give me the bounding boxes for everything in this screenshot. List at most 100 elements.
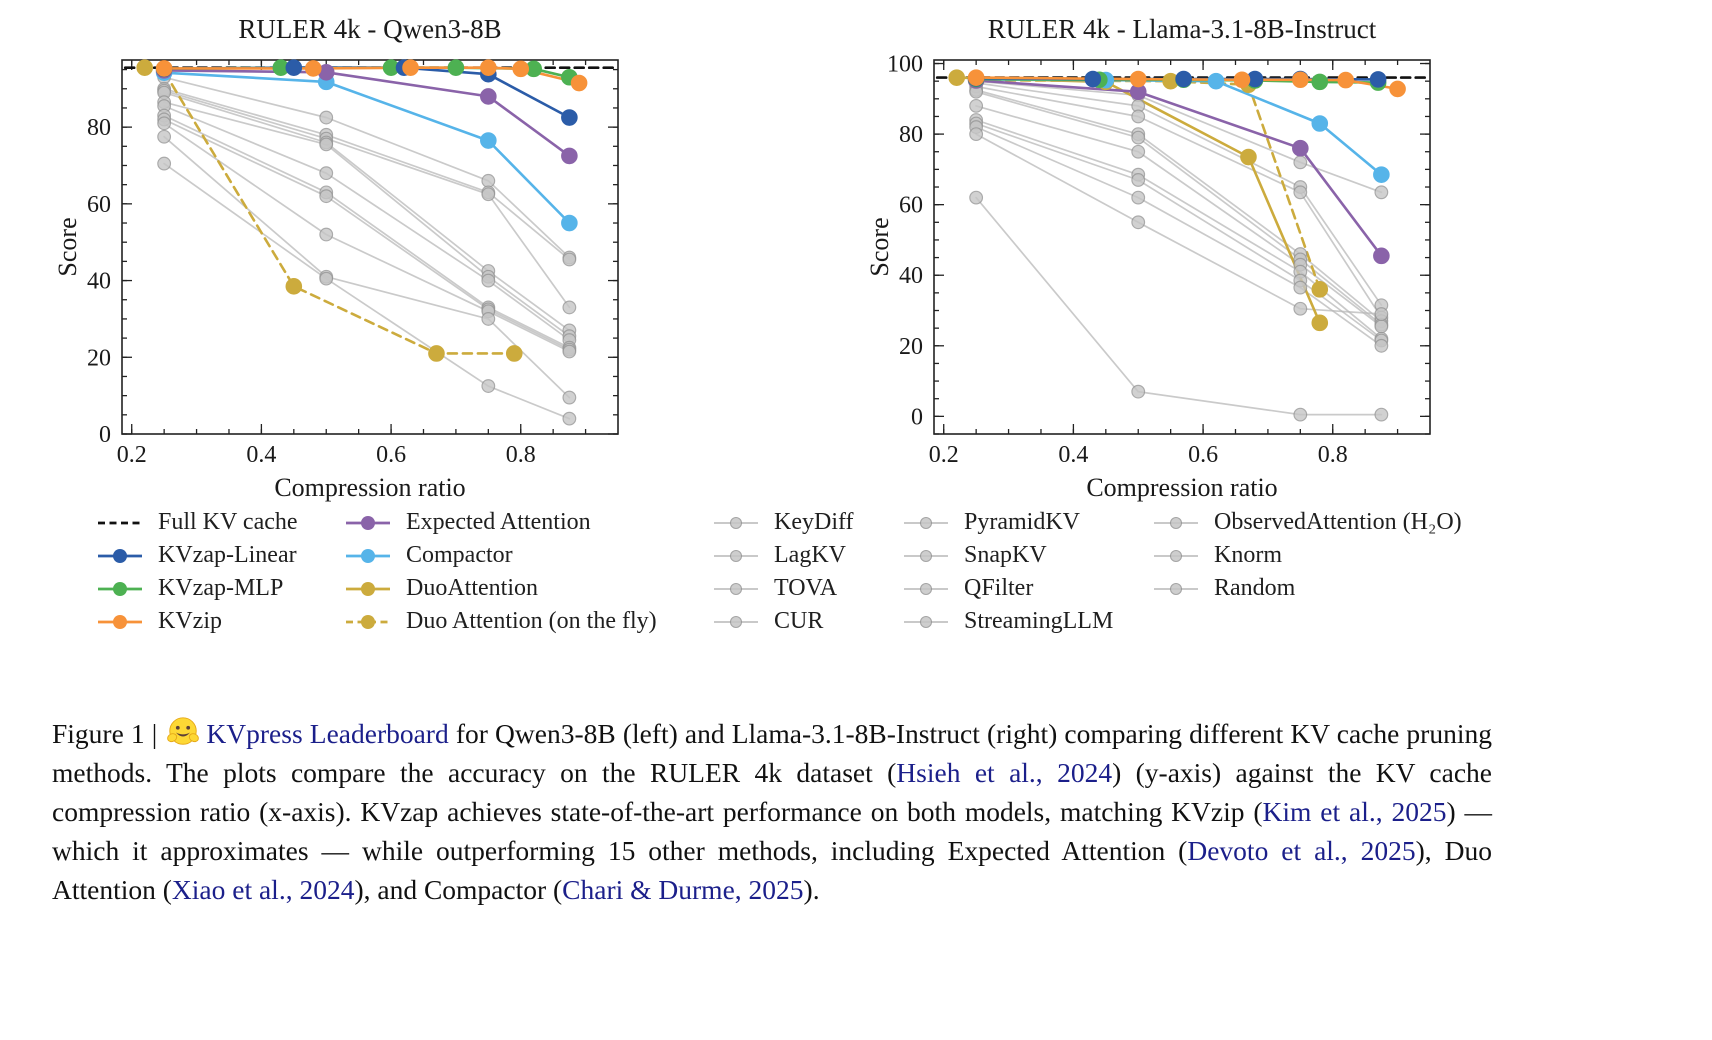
legend-marker-icon [1154,582,1198,595]
svg-text:0: 0 [911,404,923,430]
svg-text:Score: Score [870,217,894,276]
legend-label: Duo Attention (on the fly) [406,608,657,634]
svg-text:60: 60 [87,192,111,218]
legend-marker-icon [1154,549,1198,562]
legend-label: Random [1214,575,1296,601]
legend-item: TOVA [712,572,837,605]
svg-text:0.6: 0.6 [1188,442,1218,468]
hugging-face-emoji [167,716,200,745]
svg-text:0.6: 0.6 [376,442,406,468]
legend-marker-icon [1154,516,1198,529]
svg-text:RULER 4k - Llama-3.1-8B-Instru: RULER 4k - Llama-3.1-8B-Instruct [988,14,1377,44]
legend-marker-icon [904,615,948,628]
svg-text:RULER 4k - Qwen3-8B: RULER 4k - Qwen3-8B [238,14,501,44]
legend-item: ObservedAttention (H₂O) [1152,506,1462,539]
legend-marker-icon [904,582,948,595]
figure-caption: Figure 1 | KVpress Leaderboard for Qwen3… [52,714,1492,909]
legend-marker-icon [346,581,390,596]
caption-text: for Qwen3-8B (left) and Llama-3.1-8B-Ins… [52,717,1492,788]
legend-item: CUR [712,605,823,638]
legend-item: SnapKV [902,539,1047,572]
legend-marker-icon [714,582,758,595]
svg-text:0.2: 0.2 [117,442,147,468]
svg-text:Score: Score [58,217,82,276]
legend-item: Duo Attention (on the fly) [344,605,657,638]
caption-text: ), and Compactor ( [354,873,563,905]
svg-text:0.4: 0.4 [1058,442,1088,468]
citation-link[interactable]: Kim et al., 2025 [1262,795,1447,827]
legend-marker-icon [346,515,390,530]
legend-label: DuoAttention [406,575,538,601]
legend-item: DuoAttention [344,572,538,605]
legend-marker-icon [98,614,142,629]
legend-item: KeyDiff [712,506,854,539]
legend-label: TOVA [774,575,838,601]
legend-marker-icon [904,549,948,562]
caption-text: ) — which it approximates — while outper… [52,795,1492,866]
legend-label: PyramidKV [964,509,1080,535]
svg-text:0.2: 0.2 [929,442,959,468]
legend-marker-icon [714,615,758,628]
svg-text:Compression ratio: Compression ratio [1086,473,1277,502]
svg-text:80: 80 [87,115,111,141]
caption-text: ). [803,873,820,905]
legend-label: KVzip [158,608,222,634]
legend-item: Knorm [1152,539,1282,572]
figure-legend: Full KV cache KVzap-Linear KVzap-MLP KVzip E… [0,506,1712,646]
legend-item: Expected Attention [344,506,591,539]
caption-text: Figure 1 | [52,717,165,749]
legend-label: Full KV cache [158,509,298,535]
legend-label: KVzap-Linear [158,542,297,568]
legend-label: LagKV [774,542,846,568]
svg-text:100: 100 [887,52,923,78]
legend-label: Expected Attention [406,509,591,535]
svg-text:Compression ratio: Compression ratio [274,473,465,502]
legend-label: QFilter [964,575,1034,601]
legend-marker-icon [714,516,758,529]
citation-link[interactable]: Chari & Durme, 2025 [562,873,804,905]
legend-marker-icon [904,516,948,529]
legend-label: SnapKV [964,542,1047,568]
legend-item: KVzip [96,605,222,638]
legend-item: KVzap-MLP [96,572,283,605]
legend-label: Knorm [1214,542,1282,568]
legend-item: PyramidKV [902,506,1080,539]
citation-link[interactable]: KVpress Leaderboard [206,717,449,749]
chart-qwen3-8b: 0.2 0.4 0.6 0.8 0 20 40 60 80 RULER 4k - Qwen3-8B… [58,14,619,502]
legend-marker-icon [98,548,142,563]
legend-label: Compactor [406,542,513,568]
legend-marker-icon [346,614,390,629]
svg-text:20: 20 [87,345,111,371]
legend-label: KVzap-MLP [158,575,284,601]
legend-marker-icon [346,548,390,563]
legend-item: LagKV [712,539,846,572]
chart-llama-3-1-8b-instruct: 0.2 0.4 0.6 0.8 0 20 40 60 80 100 RULER 4k - Llama… [870,14,1431,502]
legend-label: StreamingLLM [964,608,1114,634]
legend-item: Random [1152,572,1295,605]
svg-text:40: 40 [87,269,111,295]
svg-text:0: 0 [99,422,111,448]
legend-item: QFilter [902,572,1033,605]
svg-text:60: 60 [899,193,923,219]
svg-text:20: 20 [899,334,923,360]
svg-text:0.8: 0.8 [506,442,536,468]
citation-link[interactable]: Xiao et al., 2024 [171,873,355,905]
svg-text:40: 40 [899,263,923,289]
citation-link[interactable]: Devoto et al., 2025 [1187,834,1416,866]
legend-marker-icon [98,581,142,596]
caption-text: ) (y-axis) against the KV cache compress… [52,756,1492,827]
legend-item: KVzap-Linear [96,539,297,572]
legend-marker-icon [714,549,758,562]
legend-item: Full KV cache [96,506,298,539]
legend-label: KeyDiff [774,509,854,535]
svg-text:80: 80 [899,122,923,148]
citation-link[interactable]: Hsieh et al., 2024 [896,756,1113,788]
legend-label: ObservedAttention (H₂O) [1214,509,1462,535]
caption-text: ), Duo Attention ( [52,834,1492,905]
legend-item: Compactor [344,539,513,572]
legend-marker-icon [98,521,142,524]
svg-text:0.8: 0.8 [1318,442,1348,468]
svg-text:0.4: 0.4 [246,442,276,468]
legend-label: CUR [774,608,824,634]
